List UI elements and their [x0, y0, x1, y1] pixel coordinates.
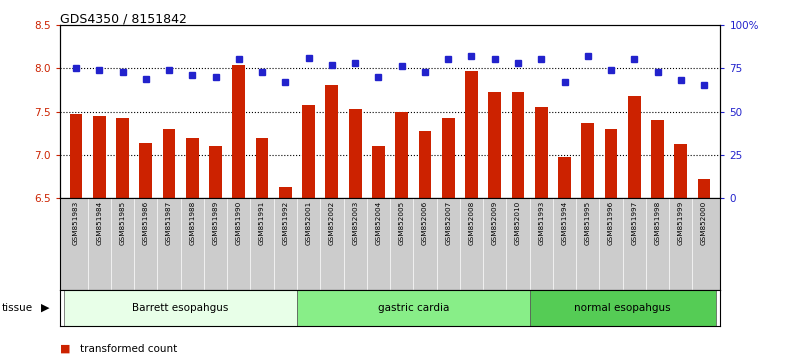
Bar [372, 146, 384, 198]
Text: GSM851995: GSM851995 [585, 201, 591, 245]
Text: GSM852004: GSM852004 [376, 201, 381, 245]
Bar [419, 131, 431, 198]
Bar [512, 92, 525, 198]
Text: GSM851984: GSM851984 [96, 201, 102, 245]
Bar [186, 137, 199, 198]
Text: GSM851985: GSM851985 [119, 201, 126, 245]
Text: GSM851987: GSM851987 [166, 201, 172, 245]
Text: tissue: tissue [2, 303, 33, 313]
Bar [581, 123, 594, 198]
Bar [698, 179, 711, 198]
Bar [209, 146, 222, 198]
Text: GSM852009: GSM852009 [492, 201, 498, 245]
Bar [651, 120, 664, 198]
Text: GSM851998: GSM851998 [654, 201, 661, 245]
Text: normal esopahgus: normal esopahgus [575, 303, 671, 313]
Bar [139, 143, 152, 198]
Bar [116, 119, 129, 198]
Bar [162, 129, 175, 198]
Text: GSM851988: GSM851988 [189, 201, 195, 245]
Bar [628, 96, 641, 198]
Text: GSM851991: GSM851991 [259, 201, 265, 245]
Bar [396, 112, 408, 198]
Bar [93, 116, 106, 198]
Bar [605, 129, 618, 198]
Text: GSM851989: GSM851989 [213, 201, 219, 245]
Text: GDS4350 / 8151842: GDS4350 / 8151842 [60, 12, 186, 25]
Bar [529, 290, 716, 326]
Text: GSM852001: GSM852001 [306, 201, 311, 245]
Text: GSM852005: GSM852005 [399, 201, 404, 245]
Text: GSM851997: GSM851997 [631, 201, 638, 245]
Bar [232, 65, 245, 198]
Text: GSM852008: GSM852008 [469, 201, 474, 245]
Bar [442, 118, 455, 198]
Bar [326, 85, 338, 198]
Text: GSM851994: GSM851994 [561, 201, 568, 245]
Text: GSM852003: GSM852003 [352, 201, 358, 245]
Bar [674, 144, 687, 198]
Text: ■: ■ [60, 344, 70, 354]
Text: GSM851993: GSM851993 [538, 201, 544, 245]
Bar [488, 92, 501, 198]
Bar [256, 137, 268, 198]
Bar [69, 114, 82, 198]
Text: GSM851992: GSM851992 [283, 201, 288, 245]
Bar [302, 104, 315, 198]
Bar [279, 187, 292, 198]
Text: GSM852007: GSM852007 [445, 201, 451, 245]
Bar [349, 109, 361, 198]
Text: GSM851990: GSM851990 [236, 201, 242, 245]
Text: ▶: ▶ [41, 303, 50, 313]
Text: gastric cardia: gastric cardia [377, 303, 449, 313]
Text: GSM852002: GSM852002 [329, 201, 335, 245]
Text: GSM852006: GSM852006 [422, 201, 428, 245]
Bar [535, 107, 548, 198]
Text: GSM851999: GSM851999 [678, 201, 684, 245]
Text: GSM851996: GSM851996 [608, 201, 614, 245]
Text: Barrett esopahgus: Barrett esopahgus [132, 303, 229, 313]
Bar [465, 71, 478, 198]
Bar [64, 290, 297, 326]
Bar [297, 290, 529, 326]
Text: GSM851983: GSM851983 [73, 201, 79, 245]
Text: GSM851986: GSM851986 [142, 201, 149, 245]
Bar [558, 156, 571, 198]
Text: transformed count: transformed count [80, 344, 177, 354]
Text: GSM852010: GSM852010 [515, 201, 521, 245]
Text: GSM852000: GSM852000 [701, 201, 707, 245]
